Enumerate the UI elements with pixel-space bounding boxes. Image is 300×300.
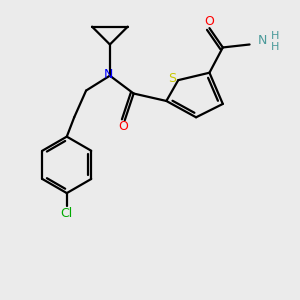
Text: H: H xyxy=(271,42,279,52)
Text: N: N xyxy=(258,34,267,47)
Text: N: N xyxy=(104,68,113,81)
Text: H: H xyxy=(271,31,279,40)
Text: Cl: Cl xyxy=(61,207,73,220)
Text: O: O xyxy=(118,120,128,133)
Text: S: S xyxy=(168,72,176,85)
Text: O: O xyxy=(205,15,214,28)
